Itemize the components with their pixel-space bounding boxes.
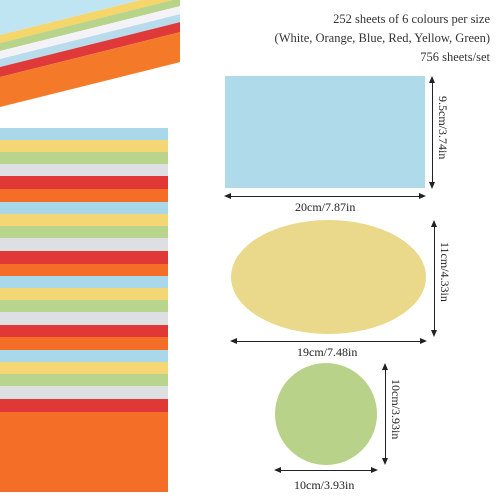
paper-strip <box>0 128 168 140</box>
arrow-left-icon <box>224 193 231 199</box>
paper-stack-side <box>0 128 168 500</box>
paper-strip <box>0 214 168 226</box>
paper-strip <box>0 412 168 492</box>
paper-strip <box>0 238 168 251</box>
paper-strip <box>0 325 168 337</box>
rectangle-width-line <box>226 196 424 197</box>
paper-strip <box>0 350 168 362</box>
arrow-left-icon <box>274 467 281 473</box>
paper-strip <box>0 337 168 350</box>
paper-strip <box>0 374 168 386</box>
paper-strip <box>0 399 168 412</box>
paper-strip <box>0 176 168 189</box>
circle-width-label: 10cm/3.93in <box>294 478 355 492</box>
arrow-right-icon <box>420 338 427 344</box>
ellipse-shape <box>231 220 426 334</box>
paper-strip <box>0 276 168 288</box>
circle-height-line <box>385 365 386 463</box>
ellipse-height-line <box>434 222 435 334</box>
arrow-down-icon <box>431 330 437 337</box>
rectangle-height-label: 9.5cm/3.74in <box>436 96 450 160</box>
paper-strip <box>0 251 168 264</box>
caption-line-colours: (White, Orange, Blue, Red, Yellow, Green… <box>274 31 490 45</box>
circle-width-line <box>276 470 376 471</box>
paper-strip <box>0 264 168 276</box>
rectangle-shape <box>225 76 425 188</box>
caption-line-sheets: 252 sheets of 6 colours per size <box>333 12 490 26</box>
arrow-right-icon <box>419 193 426 199</box>
paper-strip <box>0 189 168 202</box>
paper-strip <box>0 202 168 214</box>
paper-strip <box>0 164 168 176</box>
caption-line-total: 756 sheets/set <box>420 50 490 64</box>
paper-strip <box>0 226 168 238</box>
product-caption: 252 sheets of 6 colours per size (White,… <box>190 10 490 67</box>
paper-strip <box>0 312 168 325</box>
arrow-right-icon <box>371 467 378 473</box>
arrow-left-icon <box>230 338 237 344</box>
arrow-up-icon <box>382 363 388 370</box>
paper-strip <box>0 140 168 152</box>
rectangle-width-label: 20cm/7.87in <box>295 200 356 214</box>
arrow-up-icon <box>431 220 437 227</box>
arrow-down-icon <box>429 182 435 189</box>
paper-strip <box>0 300 168 312</box>
paper-strip <box>0 386 168 399</box>
rectangle-height-line <box>432 78 433 186</box>
ellipse-width-label: 19cm/7.48in <box>297 345 358 359</box>
paper-stack-top <box>0 0 180 140</box>
paper-strip <box>0 288 168 300</box>
arrow-up-icon <box>429 76 435 83</box>
arrow-down-icon <box>382 458 388 465</box>
paper-strip <box>0 152 168 164</box>
ellipse-width-line <box>232 341 425 342</box>
circle-shape <box>275 363 377 465</box>
circle-height-label: 10cm/3.93in <box>389 379 403 440</box>
paper-strip <box>0 362 168 374</box>
ellipse-height-label: 11cm/4.33in <box>438 242 452 302</box>
